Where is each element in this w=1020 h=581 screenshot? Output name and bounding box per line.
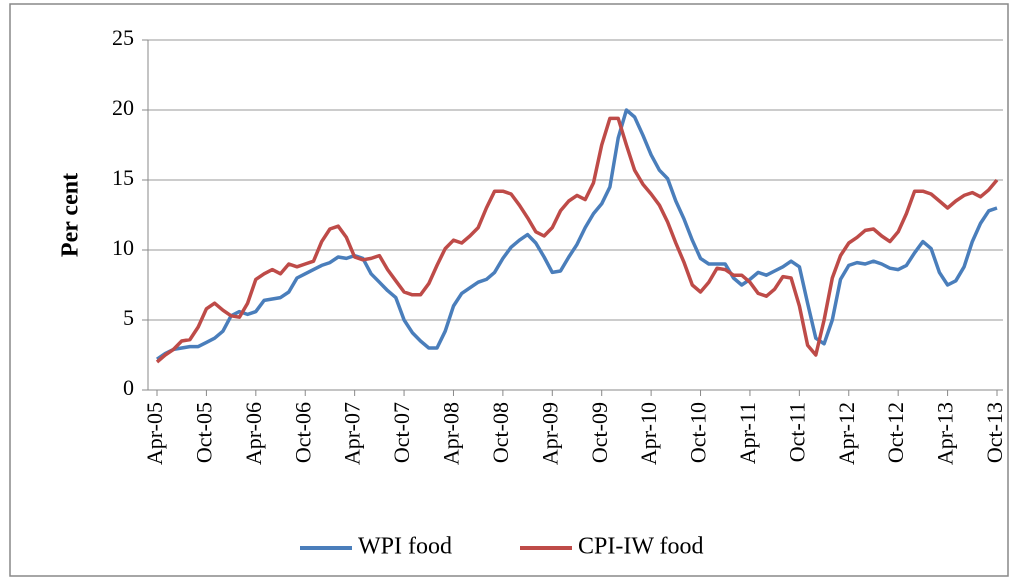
- x-tick-label: Apr-12: [834, 402, 859, 465]
- y-tick-label: 10: [112, 235, 134, 260]
- y-axis-title: Per cent: [58, 173, 84, 257]
- y-tick-label: 5: [123, 305, 134, 330]
- data-line: [156, 108, 998, 361]
- y-tick-label: 15: [112, 165, 134, 190]
- x-tick-label: Apr-05: [142, 402, 167, 465]
- x-tick-label: Apr-10: [636, 402, 661, 465]
- legend-label: CPI-IW food: [578, 534, 704, 560]
- x-tick-label: Apr-13: [933, 402, 958, 465]
- x-tick-label: Oct-12: [883, 402, 908, 463]
- x-tick-label: Oct-11: [784, 402, 809, 462]
- x-tick-label: Oct-10: [686, 402, 711, 463]
- legend-label: WPI food: [358, 534, 452, 560]
- x-tick-label: Oct-06: [290, 402, 315, 463]
- x-tick-label: Oct-08: [488, 402, 513, 463]
- x-tick-label: Apr-08: [439, 402, 464, 465]
- x-tick-label: Oct-09: [587, 402, 612, 463]
- x-tick-label: Oct-07: [389, 402, 414, 463]
- x-tick-label: Apr-06: [241, 402, 266, 465]
- x-tick-label: Apr-09: [537, 402, 562, 465]
- x-tick-label: Apr-07: [340, 402, 365, 465]
- y-tick-label: 25: [112, 25, 134, 50]
- x-tick-label: Oct-05: [191, 402, 216, 463]
- data-line: [155, 116, 999, 364]
- y-tick-label: 0: [123, 375, 134, 400]
- y-tick-label: 20: [112, 95, 134, 120]
- x-tick-label: Apr-11: [735, 402, 760, 464]
- x-tick-label: Oct-13: [982, 402, 1007, 463]
- chart-frame: [9, 3, 1009, 577]
